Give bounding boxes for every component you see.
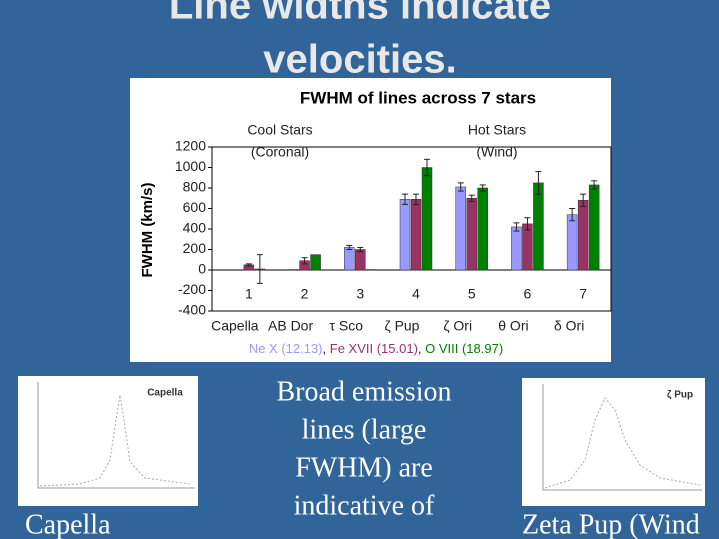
legend-entry: Ne X (12.13) — [249, 341, 323, 356]
error-bar — [535, 171, 542, 195]
image-caption: Capella — [25, 509, 111, 539]
x-tick-label: 6 — [524, 286, 532, 302]
image-caption: Zeta Pup (Wind — [522, 509, 700, 539]
bar — [344, 247, 355, 271]
annotation: (Coronal) — [251, 144, 309, 160]
image-curve — [544, 397, 701, 489]
body-text: lines (large — [302, 414, 427, 445]
error-bar — [357, 246, 364, 253]
error-bar — [524, 217, 531, 231]
chart-title: FWHM of lines across 7 stars — [300, 88, 536, 107]
bar — [511, 226, 522, 271]
error-bar — [591, 180, 598, 190]
error-bar — [580, 193, 587, 207]
y-tick-label: 800 — [183, 179, 207, 195]
y-tick-label: 600 — [183, 199, 207, 215]
bar — [355, 249, 366, 271]
x-tick-label: 5 — [468, 286, 476, 302]
bar — [522, 223, 533, 271]
error-bar — [468, 194, 475, 202]
x-tick-label: 3 — [356, 286, 364, 302]
y-tick-label: 0 — [198, 261, 206, 277]
annotation: Cool Stars — [247, 122, 312, 138]
bar — [421, 167, 433, 271]
error-bar — [301, 257, 308, 265]
error-bar — [569, 208, 576, 222]
body-text: indicative of — [294, 490, 435, 521]
bar — [566, 214, 578, 271]
bar — [577, 200, 589, 271]
y-tick-label: 400 — [183, 220, 207, 236]
y-axis-label: FWHM (km/s) — [139, 183, 156, 278]
x-tick-label: 7 — [579, 286, 587, 302]
image-axes — [37, 382, 195, 489]
bar — [455, 186, 466, 271]
body-text: FWHM) are — [295, 452, 433, 483]
image-frame — [18, 376, 198, 506]
y-tick-label: 200 — [183, 240, 207, 256]
legend-separator: , — [323, 341, 330, 356]
image-axes — [542, 384, 702, 491]
spectrum-image: ζ Pup — [522, 378, 705, 506]
image-curve — [39, 394, 191, 487]
image-label: Capella — [147, 388, 183, 399]
image-frame — [522, 378, 705, 506]
annotation: Hot Stars — [468, 122, 526, 138]
bar — [366, 269, 377, 271]
bar — [288, 269, 299, 271]
bar — [410, 199, 422, 271]
error-bar — [424, 158, 430, 177]
error-bar — [479, 184, 486, 192]
error-bar — [245, 263, 252, 267]
bar — [310, 254, 321, 271]
error-bar — [346, 244, 353, 250]
bar — [399, 199, 411, 271]
y-tick-label: 1000 — [175, 158, 206, 174]
body-text: Broad emission — [277, 376, 452, 407]
x-tick-label: 2 — [301, 286, 309, 302]
x-tick-label: 4 — [412, 286, 420, 302]
slide-title: velocities. — [263, 38, 456, 82]
star-name: δ Ori — [554, 318, 584, 334]
legend-entry: O VIII (18.97) — [425, 341, 503, 356]
error-bar — [402, 193, 408, 205]
star-name: AB Dor — [268, 318, 313, 334]
chart-background — [130, 78, 611, 362]
bar — [533, 182, 544, 271]
star-name: τ Sco — [330, 318, 364, 334]
legend-separator: , — [418, 341, 425, 356]
spectrum-image: Capella — [18, 376, 198, 506]
y-tick-label: -200 — [178, 281, 206, 297]
legend: Ne X (12.13), Fe XVII (15.01), O VIII (1… — [249, 341, 503, 356]
x-tick-label: 1 — [245, 286, 253, 302]
bar — [588, 184, 600, 271]
star-name: θ Ori — [498, 318, 528, 334]
error-bar — [457, 182, 464, 192]
star-name: ζ Pup — [385, 318, 420, 334]
error-bar — [413, 193, 419, 205]
error-bar — [256, 254, 263, 284]
annotation: (Wind) — [476, 144, 517, 160]
legend-entry: Fe XVII (15.01) — [330, 341, 418, 356]
image-label: ζ Pup — [667, 390, 693, 401]
star-name: Capella — [211, 318, 259, 334]
error-bar — [513, 222, 520, 232]
bar — [477, 187, 488, 271]
bar — [466, 198, 477, 271]
star-name: ζ Ori — [443, 318, 472, 334]
slide-title: Line widths indicate — [169, 0, 551, 28]
y-tick-label: -400 — [178, 302, 206, 318]
y-tick-label: 1200 — [175, 138, 206, 154]
